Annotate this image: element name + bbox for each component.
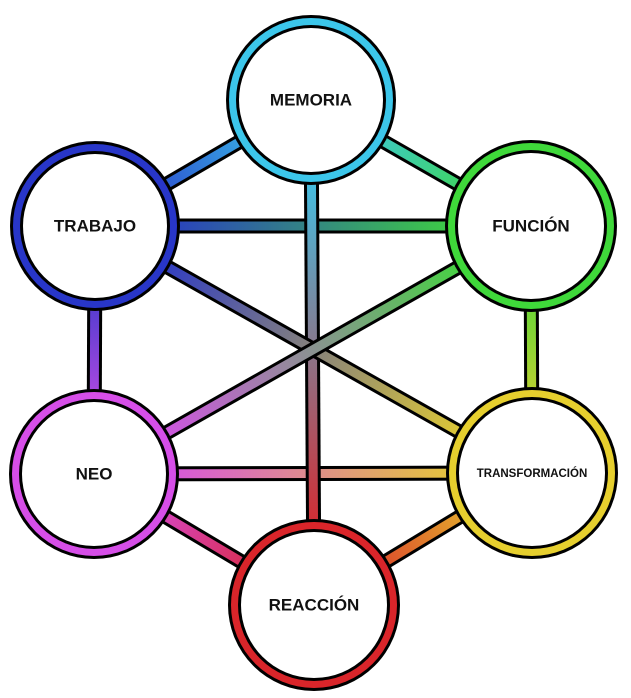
node-trabajo: TRABAJO [10,141,180,311]
nodes: MEMORIA FUNCIÓN TRANSFORMACIÓN REACCIÓN NEO T… [9,15,618,691]
node-label-funcion: FUNCIÓN [492,216,569,235]
node-face [22,402,166,546]
node-face [458,153,604,299]
node-face [239,28,383,172]
node-label-reaccion: REACCIÓN [269,595,360,614]
node-label-transformacion: TRANSFORMACIÓN [477,467,588,480]
node-memoria: MEMORIA [226,15,396,185]
node-face [23,154,167,298]
node-label-trabajo: TRABAJO [54,216,136,235]
node-funcion: FUNCIÓN [445,140,617,312]
node-label-memoria: MEMORIA [270,90,352,109]
node-transformacion: TRANSFORMACIÓN [446,387,618,559]
node-label-neo: NEO [76,464,113,483]
node-face [241,532,387,678]
node-neo: NEO [9,389,179,559]
node-reaccion: REACCIÓN [228,519,400,691]
node-face [459,400,605,546]
